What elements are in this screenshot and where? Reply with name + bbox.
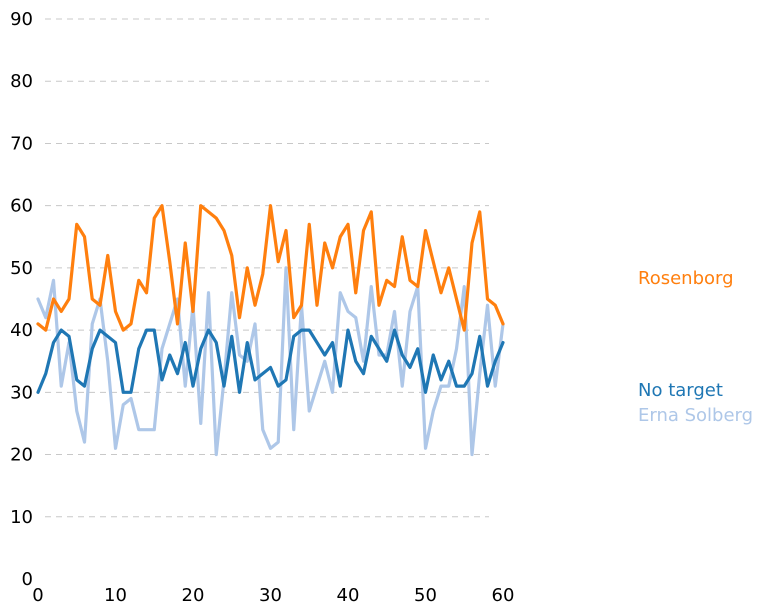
y-tick-label: 80 [10,71,33,92]
y-tick-label: 30 [10,382,33,403]
legend-label-no-target: No target [638,380,723,401]
y-tick-label: 0 [22,569,33,590]
legend-label-rosenborg: Rosenborg [638,268,734,289]
y-tick-label: 60 [10,196,33,217]
series-line-erna-solberg [36,266,505,457]
x-tick-label: 50 [414,585,437,606]
series-line-rosenborg [36,204,505,332]
x-tick-label: 40 [337,585,360,606]
y-tick-label: 90 [10,9,33,30]
x-tick-label: 30 [259,585,282,606]
y-axis-ticks: 0 10 20 30 40 50 60 70 80 90 [10,9,33,590]
legend-label-erna-solberg: Erna Solberg [638,405,753,426]
grid-lines [45,18,489,518]
series-lines [36,204,505,457]
y-tick-label: 40 [10,320,33,341]
x-tick-label: 20 [182,585,205,606]
y-tick-label: 50 [10,258,33,279]
y-tick-label: 10 [10,507,33,528]
legend: Erna Solberg No target Rosenborg [638,268,753,426]
x-tick-label: 0 [32,585,43,606]
x-tick-label: 60 [492,585,515,606]
x-axis-ticks: 0 10 20 30 40 50 60 [32,585,514,606]
y-tick-label: 70 [10,133,33,154]
series-line-no-target [36,328,505,394]
y-tick-label: 20 [10,445,33,466]
x-tick-label: 10 [104,585,127,606]
